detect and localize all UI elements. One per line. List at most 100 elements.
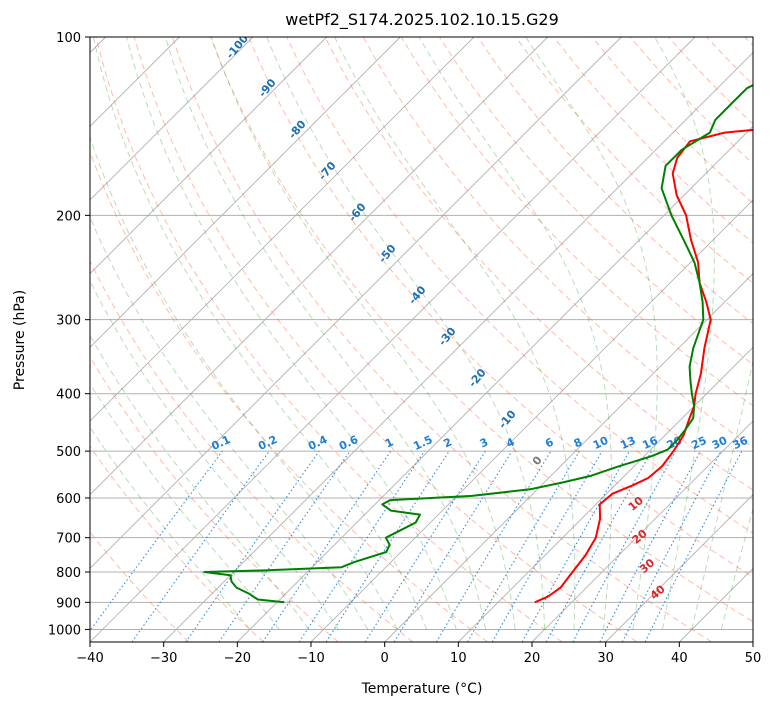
dry-adiabat (90, 531, 190, 642)
wetbulb-label: -10 (496, 407, 519, 431)
isotherm-line (237, 125, 753, 642)
mixing-ratio-line (262, 450, 392, 642)
x-tick-label: 30 (597, 651, 614, 666)
isotherm-line (384, 273, 753, 642)
dry-adiabat (95, 37, 563, 642)
mixing-ratio-label: 1.5 (411, 433, 434, 453)
moist-adiabat (90, 426, 251, 630)
mixing-ratio-line (298, 450, 425, 642)
moist-adiabat (654, 37, 715, 630)
wetbulb-label: -60 (346, 200, 369, 224)
y-tick-label: 1000 (48, 623, 81, 638)
moist-adiabat (90, 382, 280, 630)
x-tick-label: 10 (450, 651, 467, 666)
mixing-ratio-line (185, 450, 320, 642)
mixing-ratio-label: 0.1 (209, 433, 232, 453)
mixing-ratio-line (131, 450, 270, 642)
mixing-ratio-line (364, 450, 486, 642)
mixing-ratio-label: 0.6 (337, 433, 360, 453)
moist-adiabat (720, 506, 753, 630)
isotherm-line (90, 37, 622, 569)
isotherm-line (90, 37, 327, 275)
moist-adiabat (90, 135, 398, 630)
dry-adiabat (248, 37, 753, 578)
dry-adiabat (90, 259, 414, 642)
temperature-profile (534, 128, 753, 604)
isotherm-line (90, 37, 548, 496)
wetbulb-label: -70 (316, 159, 339, 183)
isotherm-line (163, 52, 753, 642)
y-tick-label: 700 (56, 532, 81, 547)
x-tick-label: −40 (76, 651, 103, 666)
dry-adiabat (591, 37, 753, 204)
wetbulb-label: -20 (466, 366, 489, 390)
y-tick-label: 500 (56, 445, 81, 460)
mixing-ratio-label: 6 (543, 435, 556, 450)
moist-adiabat (164, 37, 487, 630)
y-tick-label: 900 (56, 596, 81, 611)
y-tick-label: 100 (56, 31, 81, 46)
x-tick-label: −30 (150, 651, 177, 666)
x-tick-label: 0 (381, 651, 389, 666)
isotherm-line (90, 37, 401, 348)
mixing-ratio-line (572, 450, 677, 642)
moist-adiabat (266, 37, 546, 630)
dry-adiabat (90, 445, 264, 642)
mixing-ratio-line (325, 450, 450, 642)
mixing-ratio-line (90, 450, 223, 632)
mixing-ratio-label: 1 (383, 435, 395, 450)
dry-adiabat (324, 37, 753, 491)
theta-label: 40 (648, 582, 668, 602)
mixing-ratio-label: 0.4 (306, 433, 329, 453)
mixing-ratio-label: 3 (478, 435, 490, 450)
dry-adiabat (171, 37, 712, 642)
mixing-ratio-line (599, 450, 701, 642)
y-tick-label: 800 (56, 566, 81, 581)
mixing-ratio-label: 8 (572, 435, 584, 450)
y-tick-label: 600 (56, 492, 81, 507)
y-axis-label: Pressure (hPa) (12, 290, 28, 390)
moist-adiabat (90, 279, 339, 630)
y-tick-label: 400 (56, 388, 81, 403)
wetbulb-label: -50 (376, 242, 399, 266)
mixing-ratio-label: 0.2 (256, 433, 279, 453)
x-tick-label: −20 (224, 651, 251, 666)
isotherm-line (679, 567, 753, 642)
mixing-ratio-line (218, 450, 351, 642)
moist-adiabat (126, 37, 457, 630)
isotherm-line (310, 199, 753, 642)
mixing-ratio-label: 16 (640, 434, 660, 452)
dry-adiabat (90, 356, 339, 642)
isotherm-line (90, 37, 475, 422)
mixing-ratio-line (545, 450, 653, 642)
y-tick-label: 300 (56, 314, 81, 329)
isotherm-line (752, 641, 753, 642)
x-tick-label: −10 (297, 651, 324, 666)
mixing-ratio-label: 36 (731, 434, 751, 452)
theta-label: 30 (637, 556, 657, 576)
x-axis-label: Temperature (°C) (361, 681, 483, 697)
isotherm-line (90, 37, 696, 642)
dry-adiabat (133, 37, 638, 642)
wetbulb-label: -30 (436, 325, 459, 349)
dry-adiabat (286, 37, 753, 534)
mixing-ratio-label: 25 (689, 434, 708, 452)
y-tick-label: 200 (56, 209, 81, 224)
wetbulb-label: -100 (223, 32, 251, 62)
wetbulb-label: -40 (406, 283, 429, 307)
isotherm-line (458, 346, 753, 642)
isotherm-line (605, 494, 753, 642)
moist-adiabat (691, 358, 753, 630)
wetbulb-label: 0 (530, 453, 545, 467)
dry-adiabat (744, 37, 753, 47)
dry-adiabat (515, 37, 753, 284)
isotherm-line (531, 420, 753, 642)
chart-title: wetPf2_S174.2025.102.10.15.G29 (285, 10, 559, 30)
moist-adiabat (90, 215, 369, 630)
mixing-ratio-line (435, 450, 552, 642)
x-tick-label: 50 (745, 651, 762, 666)
mixing-ratio-line (521, 450, 630, 642)
x-tick-label: 20 (524, 651, 541, 666)
moist-adiabat (90, 334, 310, 630)
